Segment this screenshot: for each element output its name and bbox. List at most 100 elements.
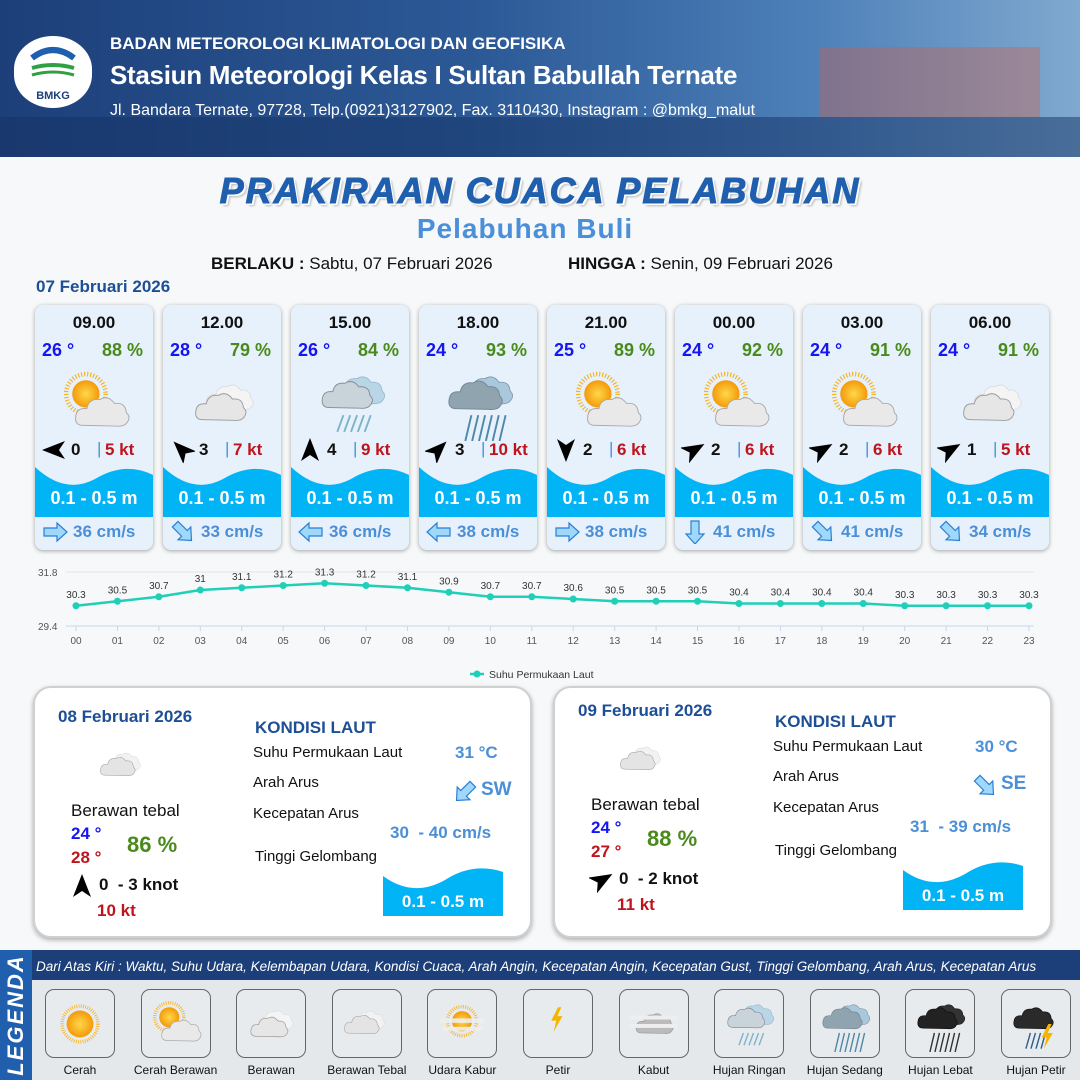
wave-icon bbox=[291, 463, 409, 521]
gust-speed: 6 kt bbox=[617, 440, 647, 459]
wind-speed: 0 bbox=[71, 440, 81, 459]
humidity: 88 % bbox=[647, 826, 698, 851]
current: 41 cm/s bbox=[809, 519, 919, 545]
data-point bbox=[569, 595, 577, 603]
current-direction: SW bbox=[481, 779, 512, 800]
data-label: 30.7 bbox=[522, 581, 542, 592]
current: 36 cm/s bbox=[297, 519, 407, 545]
day-panel: 09 Februari 2026 Berawan tebal 24 ° 27 °… bbox=[553, 686, 1052, 938]
x-tick-label: 16 bbox=[733, 636, 745, 647]
station-name: Stasiun Meteorologi Kelas I Sultan Babul… bbox=[110, 60, 738, 90]
data-point bbox=[321, 579, 329, 587]
temp-min: 24 ° bbox=[71, 824, 102, 843]
wave-icon bbox=[419, 463, 537, 521]
y-tick-label: 29.4 bbox=[38, 622, 58, 633]
gust-speed: 5 kt bbox=[105, 440, 135, 459]
hujan-lebat-icon bbox=[905, 989, 976, 1058]
temp-max: 28 ° bbox=[71, 848, 102, 867]
forecast-time: 09.00 bbox=[72, 313, 116, 332]
x-tick-label: 02 bbox=[153, 636, 165, 647]
current-direction-icon bbox=[971, 774, 999, 803]
x-tick-label: 01 bbox=[112, 636, 124, 647]
forecast-time: 18.00 bbox=[456, 313, 500, 332]
x-tick-label: 00 bbox=[70, 636, 82, 647]
cerah-berawan-icon bbox=[57, 365, 133, 441]
air-temperature: 24 ° bbox=[938, 340, 971, 360]
data-point bbox=[901, 602, 909, 610]
legend-label: Udara Kabur bbox=[428, 1063, 497, 1077]
day1-date: 07 Februari 2026 bbox=[36, 277, 171, 296]
x-tick-label: 10 bbox=[485, 636, 497, 647]
current-speed: 31 - 39 cm/s bbox=[910, 817, 1012, 836]
day-panel: 08 Februari 2026 Berawan tebal 24 ° 28 °… bbox=[33, 686, 532, 938]
data-point bbox=[113, 597, 121, 605]
valid-to-value: Senin, 09 Februari 2026 bbox=[650, 254, 833, 273]
data-label: 31.2 bbox=[273, 570, 293, 581]
forecast-card: 15.00 26 ° 84 % 4 | 9 kt 0.1 - 0.5 m 36 c… bbox=[291, 305, 409, 550]
forecast-card: 06.00 24 ° 91 % 1 | 5 kt 0.1 - 0.5 m 34 c… bbox=[931, 305, 1049, 550]
data-label: 30.7 bbox=[481, 581, 501, 592]
page-subtitle: Pelabuhan Buli bbox=[416, 213, 634, 244]
current-direction-label: Arah Arus bbox=[773, 768, 839, 785]
humidity: 93 % bbox=[485, 340, 527, 360]
x-tick-label: 21 bbox=[941, 636, 953, 647]
wind: 2 | 6 kt bbox=[679, 438, 789, 464]
data-label: 30.9 bbox=[439, 576, 459, 587]
legend-description: Dari Atas Kiri : Waktu, Suhu Udara, Kele… bbox=[36, 959, 1037, 974]
wind: 0 | 5 kt bbox=[41, 438, 149, 462]
current-direction-icon bbox=[169, 520, 197, 549]
data-point bbox=[818, 600, 826, 607]
forecast-time: 12.00 bbox=[200, 313, 244, 332]
current-speed: 34 cm/s bbox=[969, 522, 1032, 541]
valid-from: BERLAKU : Sabtu, 07 Februari 2026 bbox=[211, 254, 493, 274]
humidity: 86 % bbox=[127, 832, 178, 857]
humidity: 84 % bbox=[357, 340, 399, 360]
wave-height: 0.1 - 0.5 m bbox=[178, 488, 266, 508]
current-direction-icon bbox=[553, 520, 581, 549]
wave-height: 0.1 - 0.5 m bbox=[50, 488, 138, 508]
current-speed: 38 cm/s bbox=[585, 522, 648, 541]
wind-speed: 3 bbox=[199, 440, 209, 459]
station-address: Jl. Bandara Ternate, 97728, Telp.(0921)3… bbox=[110, 102, 756, 119]
sea-condition-title: KONDISI LAUT bbox=[255, 718, 376, 737]
cerah-berawan-icon bbox=[697, 365, 773, 441]
wind-direction-icon bbox=[297, 437, 323, 468]
wind-direction-icon bbox=[169, 437, 197, 468]
current: 38 cm/s bbox=[553, 519, 663, 545]
gust-speed: 10 kt bbox=[97, 901, 136, 920]
wind: 4 | 9 kt bbox=[297, 438, 405, 462]
data-point bbox=[611, 597, 619, 605]
berawan-icon bbox=[953, 365, 1029, 441]
sea-condition-title: KONDISI LAUT bbox=[775, 712, 896, 731]
x-tick-label: 18 bbox=[816, 636, 828, 647]
air-temperature: 28 ° bbox=[170, 340, 203, 360]
legend-marker bbox=[473, 670, 481, 678]
series-line bbox=[75, 581, 1029, 607]
wave-icon bbox=[163, 463, 281, 521]
legend-label: Berawan bbox=[247, 1063, 295, 1077]
valid-to: HINGGA : Senin, 09 Februari 2026 bbox=[568, 254, 833, 274]
forecast-card: 12.00 28 ° 79 % 3 | 7 kt 0.1 - 0.5 m 33 c… bbox=[163, 305, 281, 550]
data-point bbox=[1025, 602, 1033, 610]
x-tick-label: 23 bbox=[1023, 636, 1035, 647]
gust-speed: 6 kt bbox=[873, 440, 903, 459]
page-title: PRAKIRAAN CUACA PELABUHAN bbox=[219, 170, 861, 212]
temp-min: 24 ° bbox=[591, 818, 622, 837]
legend-title-text: LEGENDA bbox=[3, 954, 28, 1076]
current-direction-icon bbox=[451, 780, 479, 809]
logo-text: BMKG bbox=[36, 90, 70, 102]
wind: 3 | 10 kt bbox=[423, 438, 533, 465]
current-direction-label: Arah Arus bbox=[253, 774, 319, 791]
divider: | bbox=[353, 439, 358, 458]
wave-icon bbox=[931, 463, 1049, 521]
wind-speed: 2 bbox=[583, 440, 593, 459]
wave-icon bbox=[547, 463, 665, 521]
kabut-icon bbox=[618, 989, 689, 1058]
x-tick-label: 22 bbox=[982, 636, 994, 647]
cerah-icon bbox=[45, 989, 115, 1058]
x-tick-label: 15 bbox=[692, 636, 704, 647]
data-label: 30.6 bbox=[563, 583, 583, 594]
current: 36 cm/s bbox=[41, 519, 151, 545]
legend-label: Cerah Berawan bbox=[133, 1063, 218, 1077]
wind: 2 | 6 kt bbox=[553, 438, 661, 462]
